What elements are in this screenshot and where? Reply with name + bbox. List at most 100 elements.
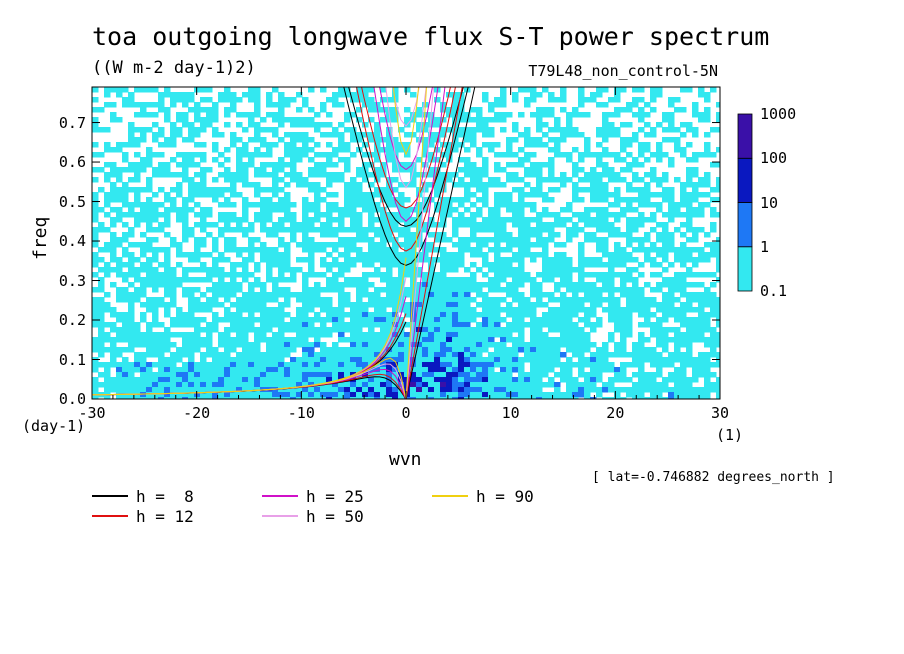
power-cell [638,247,645,253]
power-cell [578,112,585,118]
power-cell [92,287,99,293]
power-cell [704,352,711,358]
power-cell [230,227,237,233]
power-cell [134,257,141,263]
power-cell [338,272,345,278]
power-cell [296,137,303,143]
power-cell [530,87,537,93]
power-cell [266,147,273,153]
power-cell [710,247,717,253]
power-cell [176,332,183,338]
power-cell [158,167,165,173]
power-cell [494,317,501,323]
power-cell [590,327,597,333]
power-cell [638,357,645,363]
power-cell [92,307,99,313]
power-cell [392,362,399,368]
power-cell [242,227,249,233]
power-cell [344,282,351,288]
power-cell [518,112,525,118]
power-cell [680,212,687,218]
power-cell [500,392,507,398]
power-cell [692,332,699,338]
power-cell [536,387,543,393]
power-cell [578,187,585,193]
power-cell [386,327,393,333]
power-cell [218,337,225,343]
power-cell [512,317,519,323]
power-cell [296,342,303,348]
power-cell [548,262,555,268]
power-cell [260,372,267,378]
power-cell [320,197,327,203]
power-cell [626,207,633,213]
y-unit-label: (day-1) [22,417,86,435]
power-cell [452,262,459,268]
power-cell [122,322,129,328]
power-cell [524,237,531,243]
power-cell [314,227,321,233]
power-cell [674,252,681,258]
power-cell [434,302,441,308]
power-cell [224,172,231,178]
power-cell [326,297,333,303]
power-cell [698,207,705,213]
power-cell [284,257,291,263]
power-cell [698,322,705,328]
power-cell [572,362,579,368]
power-cell [548,172,555,178]
power-cell [128,212,135,218]
power-cell [386,142,393,148]
power-cell [290,397,297,399]
power-cell [266,352,273,358]
power-cell [644,297,651,303]
power-cell [524,222,531,228]
power-cell [680,107,687,113]
power-cell [482,172,489,178]
power-cell [686,337,693,343]
x-tick-label: -20 [183,404,211,422]
power-cell [344,182,351,188]
power-cell [656,157,663,163]
power-cell [116,142,123,148]
power-cell [218,392,225,398]
power-cell [458,142,465,148]
power-cell [296,172,303,178]
power-cell [398,307,405,313]
power-cell [218,132,225,138]
power-cell [542,192,549,198]
power-cell [704,392,711,398]
power-cell [176,307,183,313]
power-cell [332,272,339,278]
power-cell [212,312,219,318]
power-cell [584,217,591,223]
power-cell [236,252,243,258]
power-cell [110,87,117,93]
power-cell [122,292,129,298]
power-cell [446,342,453,348]
power-cell [608,272,615,278]
power-cell [350,277,357,283]
power-cell [104,247,111,253]
power-cell [224,282,231,288]
power-cell [464,132,471,138]
power-cell [116,327,123,333]
power-cell [638,162,645,168]
power-cell [626,122,633,128]
power-cell [170,92,177,98]
power-cell [152,272,159,278]
power-cell [596,362,603,368]
power-cell [152,267,159,273]
power-cell [248,242,255,248]
power-cell [254,297,261,303]
power-cell [302,302,309,308]
power-cell [464,287,471,293]
power-cell [614,297,621,303]
power-cell [170,197,177,203]
power-cell [644,302,651,308]
power-cell [494,357,501,363]
power-cell [218,377,225,383]
power-cell [704,342,711,348]
power-cell [92,177,99,183]
power-cell [440,352,447,358]
